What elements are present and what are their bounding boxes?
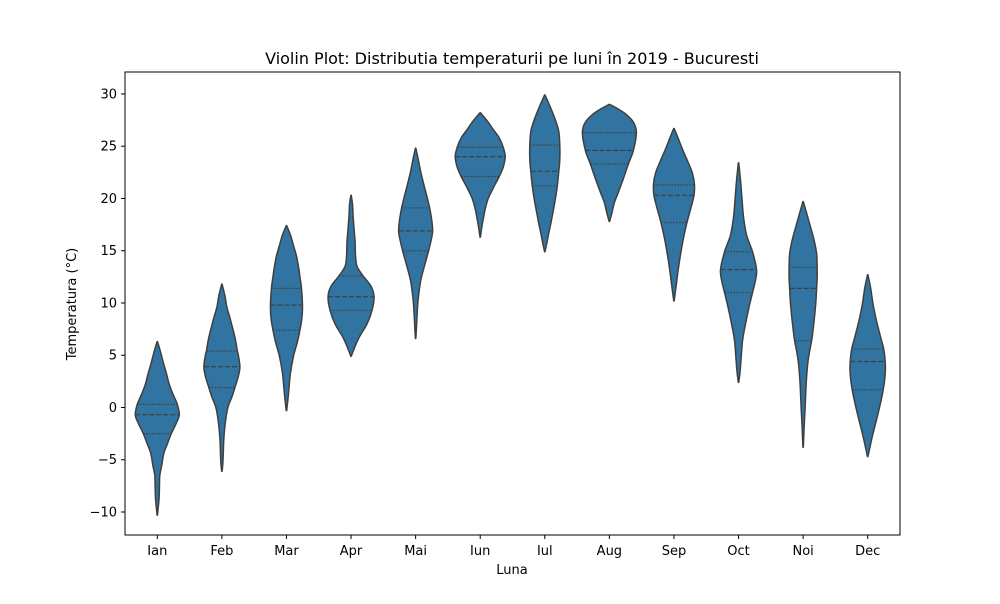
violin-mai xyxy=(397,147,434,340)
violin-sep xyxy=(652,127,696,302)
violin-dec xyxy=(849,274,887,458)
plot-area: −10 −5 0 5 10 15 20 25 30 Ian Feb Mar Apr Mai Iun Iul Au… xyxy=(90,71,901,559)
y-tick-label: −10 xyxy=(90,506,117,521)
violin-iun xyxy=(454,112,506,238)
y-tick-label: 0 xyxy=(109,401,117,416)
x-tick-label-mai: Mai xyxy=(404,544,427,559)
y-tick-label: 25 xyxy=(100,140,117,155)
plot-frame xyxy=(124,71,901,536)
x-tick-label-feb: Feb xyxy=(210,544,233,559)
violin-iul xyxy=(528,94,561,253)
x-tick-label-mar: Mar xyxy=(274,544,299,559)
violin-noi xyxy=(788,200,818,448)
x-tick-label-iun: Iun xyxy=(470,544,490,559)
x-tick-label-sep: Sep xyxy=(662,544,687,559)
x-tick-label-iul: Iul xyxy=(537,544,553,559)
x-tick-label-oct: Oct xyxy=(727,544,749,559)
x-tick-label-apr: Apr xyxy=(340,544,363,559)
y-tick-label: 30 xyxy=(100,87,117,102)
x-axis-label: Luna xyxy=(496,563,527,578)
violin-aug xyxy=(581,103,638,223)
chart-title: Violin Plot: Distributia temperaturii pe… xyxy=(265,49,759,68)
violin-oct xyxy=(719,162,758,384)
y-tick-label: 20 xyxy=(100,192,117,207)
x-tick-label-ian: Ian xyxy=(147,544,167,559)
y-tick-label: 5 xyxy=(109,349,117,364)
violin-ian xyxy=(134,340,181,516)
y-axis-label: Temperatura (°C) xyxy=(65,248,80,361)
x-tick-label-aug: Aug xyxy=(597,544,622,559)
x-tick-label-noi: Noi xyxy=(792,544,813,559)
violin-mar xyxy=(269,224,304,412)
y-tick-label: −5 xyxy=(98,453,117,468)
x-tick-label-dec: Dec xyxy=(855,544,880,559)
y-tick-label: 15 xyxy=(100,244,117,259)
violin-feb xyxy=(203,283,241,472)
y-tick-label: 10 xyxy=(100,296,117,311)
